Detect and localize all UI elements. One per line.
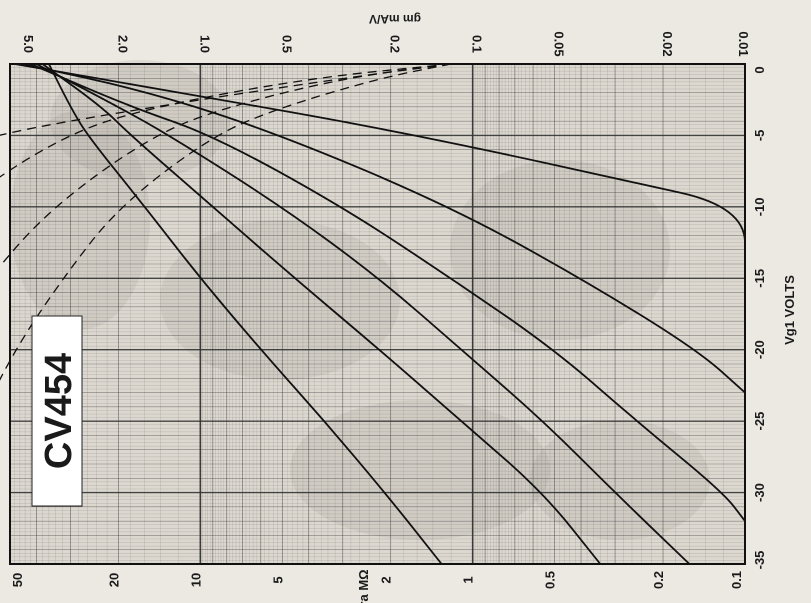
y-right-axis-label: gm mA/V <box>369 12 421 26</box>
title-box: CV454 <box>31 315 83 507</box>
x-axis-label: Vg1 VOLTS <box>782 275 797 345</box>
gm-curve-6 <box>48 63 443 565</box>
y-left-tick-label: 0.2 <box>651 571 666 589</box>
x-tick-label: -10 <box>752 198 767 217</box>
gm-curve-5 <box>41 63 602 565</box>
x-tick-label: -35 <box>752 551 767 570</box>
y-left-tick-label: 10 <box>188 573 203 587</box>
x-tick-label: -15 <box>752 269 767 288</box>
ra-curve-10 <box>0 63 452 381</box>
y-left-tick-label: 0.5 <box>543 571 558 589</box>
y-right-tick-label: 1.0 <box>197 35 212 53</box>
gm-curve-2 <box>22 63 746 394</box>
y-right-tick-label: 0.5 <box>279 35 294 53</box>
curves <box>0 63 746 565</box>
grid <box>9 63 746 565</box>
y-right-tick-label: 0.05 <box>552 31 567 56</box>
y-right-tick-label: 0.2 <box>388 35 403 53</box>
y-right-tick-label: 0.1 <box>470 35 485 53</box>
y-right-tick-label: 0.02 <box>660 31 675 56</box>
y-left-axis-label: ra MΩ <box>356 569 371 603</box>
ra-curve-9 <box>0 63 452 268</box>
ra-curve-7 <box>0 63 452 136</box>
y-left-tick-label: 1 <box>461 576 476 583</box>
plot-frame <box>9 63 746 565</box>
gm-curve-3 <box>30 63 746 522</box>
ra-curve-8 <box>0 63 452 178</box>
y-left-tick-label: 2 <box>379 576 394 583</box>
x-tick-label: -25 <box>752 412 767 431</box>
x-tick-label: -5 <box>752 130 767 142</box>
y-right-tick-label: 2.0 <box>115 35 130 53</box>
y-right-tick-label: 5.0 <box>21 35 36 53</box>
y-left-tick-label: 5 <box>270 576 285 583</box>
x-tick-label: -20 <box>752 340 767 359</box>
x-tick-label: 0 <box>752 66 767 73</box>
y-left-tick-label: 20 <box>106 573 121 587</box>
tick-labels: 0 -5 -10 -15 -20 -25 -30 -35 5.0 2.0 1.0 0.5 0.2 0.1 0… <box>10 31 767 589</box>
y-left-tick-label: 0.1 <box>729 571 744 589</box>
x-tick-label: -30 <box>752 483 767 502</box>
gm-curve-1 <box>14 63 746 279</box>
gm-curve-4 <box>35 63 691 565</box>
y-left-tick-label: 50 <box>10 573 25 587</box>
chart-title: CV454 <box>38 353 80 469</box>
y-right-tick-label: 0.01 <box>736 31 751 56</box>
plot-background <box>10 64 745 564</box>
